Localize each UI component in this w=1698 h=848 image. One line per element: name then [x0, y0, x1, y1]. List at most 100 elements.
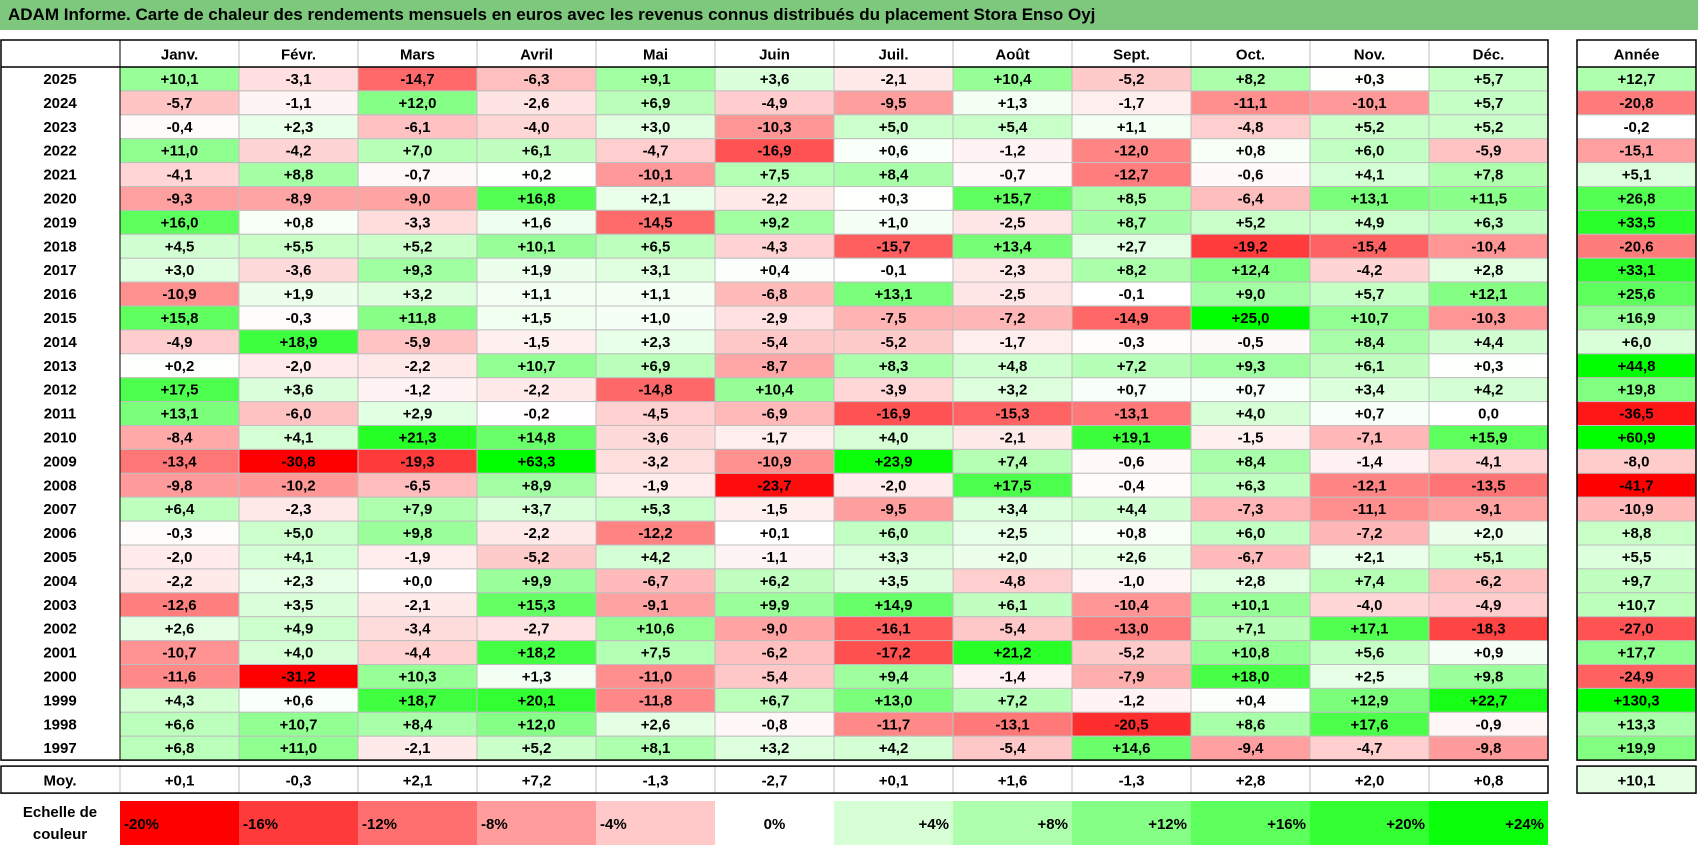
- column-header-label: Mars: [400, 47, 435, 64]
- heatmap-cell-value: -20,5: [1114, 716, 1148, 733]
- annual-cell-value: +19,8: [1618, 382, 1656, 399]
- column-header-label: Déc.: [1473, 47, 1505, 64]
- row-year-label: 2016: [43, 286, 76, 303]
- heatmap-cell-value: +8,4: [1236, 453, 1266, 470]
- heatmap-cell-value: +0,3: [1474, 358, 1504, 375]
- heatmap-cell-value: +10,7: [280, 716, 318, 733]
- scale-swatch-label: -16%: [243, 816, 278, 833]
- heatmap-cell-value: +5,3: [641, 501, 671, 518]
- heatmap-cell-value: +1,1: [641, 286, 671, 303]
- heatmap-cell-value: -5,9: [405, 334, 431, 351]
- row-year-label: 2025: [43, 71, 76, 88]
- heatmap-cell-value: +6,4: [165, 501, 195, 518]
- heatmap-cell-value: -5,2: [524, 549, 550, 566]
- heatmap-cell-value: -9,1: [1476, 501, 1502, 518]
- heatmap-cell-value: -4,5: [643, 406, 669, 423]
- heatmap-cell-value: -31,2: [281, 668, 315, 685]
- heatmap-cell-value: +2,8: [1474, 262, 1504, 279]
- heatmap-cell-value: +9,1: [641, 71, 671, 88]
- heatmap-cell-value: -9,8: [167, 477, 193, 494]
- heatmap-cell-value: -0,3: [167, 525, 193, 542]
- average-cell-value: +0,8: [1474, 773, 1504, 790]
- heatmap-cell-value: -9,5: [881, 501, 907, 518]
- heatmap-cell-value: -18,3: [1471, 621, 1505, 638]
- heatmap-cell-value: +7,5: [641, 645, 671, 662]
- average-annual-border: [1576, 765, 1697, 794]
- heatmap-cell-value: +0,7: [1117, 382, 1147, 399]
- heatmap-cell-value: +20,1: [518, 692, 556, 709]
- annual-cell-value: +44,8: [1618, 358, 1656, 375]
- heatmap-cell-value: +0,7: [1355, 406, 1385, 423]
- heatmap-cell-value: +14,6: [1113, 740, 1151, 757]
- scale-swatch-label: -12%: [362, 816, 397, 833]
- heatmap-cell-value: -1,7: [1119, 95, 1145, 112]
- heatmap-cell-value: -6,4: [1238, 190, 1265, 207]
- heatmap-cell-value: +12,4: [1232, 262, 1271, 279]
- heatmap-cell-value: +18,0: [1232, 668, 1270, 685]
- heatmap-cell-value: +5,6: [1355, 645, 1385, 662]
- scale-swatch-label: +12%: [1148, 816, 1187, 833]
- scale-swatch-label: -4%: [600, 816, 627, 833]
- heatmap-cell-value: +4,0: [284, 645, 314, 662]
- annual-header-label: Année: [1614, 47, 1660, 64]
- row-year-label: 2003: [43, 597, 76, 614]
- heatmap-cell-value: -7,1: [1357, 429, 1383, 446]
- heatmap-cell-value: +6,5: [641, 238, 671, 255]
- heatmap-cell-value: +5,1: [1474, 549, 1504, 566]
- heatmap-cell-value: +1,9: [284, 286, 314, 303]
- column-header-cell: [1190, 39, 1311, 68]
- scale-swatch-label: +4%: [919, 816, 949, 833]
- scale-swatch: [1072, 801, 1191, 845]
- heatmap-cell-value: -6,2: [1476, 573, 1502, 590]
- heatmap-cell-value: -1,1: [762, 549, 788, 566]
- heatmap-cell-value: -5,7: [167, 95, 193, 112]
- column-header-label: Août: [995, 47, 1029, 64]
- heatmap-cell-value: -4,7: [1357, 740, 1383, 757]
- heatmap-cell-value: -3,9: [881, 382, 907, 399]
- heatmap-cell-value: +3,4: [998, 501, 1028, 518]
- heatmap-cell-value: -2,1: [405, 597, 431, 614]
- heatmap-cell-value: -15,3: [995, 406, 1029, 423]
- heatmap-cell-value: +4,9: [1355, 214, 1385, 231]
- heatmap-cell-value: -1,4: [1000, 668, 1027, 685]
- heatmap-cell-value: -14,8: [638, 382, 672, 399]
- heatmap-cell-value: -6,8: [762, 286, 788, 303]
- heatmap-cell-value: -5,2: [881, 334, 907, 351]
- heatmap-cell-value: +1,0: [879, 214, 909, 231]
- heatmap-cell-value: +3,7: [522, 501, 552, 518]
- heatmap-cell-value: +15,7: [994, 190, 1032, 207]
- row-year-label: 2014: [43, 334, 77, 351]
- row-year-label: 2006: [43, 525, 76, 542]
- scale-swatch: [1429, 801, 1548, 845]
- heatmap-cell-value: -2,5: [1000, 214, 1026, 231]
- heatmap-cell-value: -11,7: [877, 716, 910, 733]
- heatmap-cell-value: +6,0: [1236, 525, 1266, 542]
- annual-cell-value: -24,9: [1619, 668, 1653, 685]
- heatmap-cell-value: +7,2: [998, 692, 1028, 709]
- heatmap-cell-value: +3,4: [1355, 382, 1385, 399]
- heatmap-cell-value: -1,2: [1000, 143, 1026, 160]
- scale-label-line2: couleur: [33, 826, 87, 843]
- heatmap-cell-value: +4,1: [1355, 167, 1385, 184]
- scale-swatch: [239, 801, 358, 845]
- annual-cell-value: -20,6: [1619, 238, 1653, 255]
- row-year-label: 2019: [43, 214, 76, 231]
- heatmap-cell-value: +0,3: [879, 190, 909, 207]
- heatmap-cell-value: +0,8: [284, 214, 314, 231]
- heatmap-cell-value: +8,7: [1117, 214, 1147, 231]
- heatmap-cell-value: +0,1: [760, 525, 790, 542]
- average-cell-value: +0,1: [879, 773, 909, 790]
- heatmap-cell-value: +4,5: [165, 238, 195, 255]
- heatmap-cell-value: +5,0: [284, 525, 314, 542]
- heatmap-cell-value: -4,3: [762, 238, 788, 255]
- heatmap-cell-value: +11,5: [1470, 190, 1507, 207]
- heatmap-cell-value: +5,5: [284, 238, 314, 255]
- row-year-label: 1999: [43, 692, 76, 709]
- heatmap-cell-value: +25,0: [1232, 310, 1270, 327]
- scale-swatch: [1191, 801, 1310, 845]
- heatmap-cell-value: +14,8: [518, 429, 556, 446]
- heatmap-cell-value: +7,9: [403, 501, 433, 518]
- average-cell: [714, 765, 835, 794]
- heatmap-cell-value: -5,4: [1000, 621, 1027, 638]
- heatmap-cell-value: +3,0: [165, 262, 195, 279]
